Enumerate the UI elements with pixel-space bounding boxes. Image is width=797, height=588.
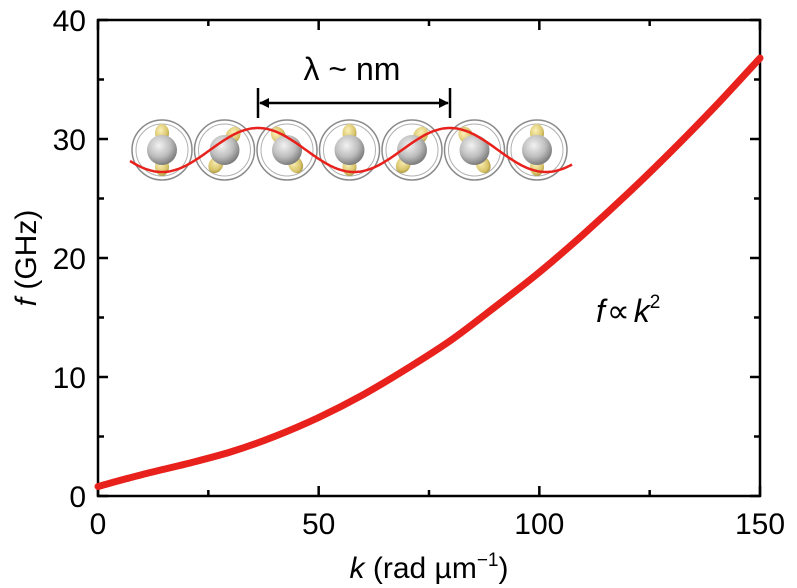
atom-sphere [334,135,365,165]
atom-sphere [522,135,552,165]
wavelength-text: ~ nm [320,51,401,87]
y-axis-label: f (GHz) [10,210,43,307]
x-axis-units: (rad µm [365,552,477,585]
precession-ring [506,119,568,181]
precession-ring-inner [385,123,439,177]
y-tick-label-10: 10 [53,362,86,395]
relation-exponent: 2 [650,292,661,313]
atom-sphere [459,135,490,165]
series-line-magnon-dispersion [94,54,764,490]
atom-sphere [147,135,177,165]
wavelength-label: λ ~ nm [304,51,401,87]
atom-sphere [272,135,302,165]
spin-wave-inset: λ ~ nm [129,51,573,181]
precession-ring [381,119,443,181]
axis-ticks [96,18,762,498]
precession-ring-inner [260,123,314,177]
x-tick-label-0: 0 [90,508,107,541]
relation-rhs: k [634,293,652,329]
relation-operator: ∝ [607,293,630,329]
wavelength-symbol: λ [304,51,320,87]
x-axis-symbol: k [350,552,367,585]
spin-site [193,119,256,181]
x-tick-label-150: 150 [735,508,785,541]
x-axis-units-close: ) [498,552,508,585]
precession-ring [256,119,318,181]
spin-wave-curve [129,126,573,174]
precession-ring [443,119,506,181]
relation-annotation: f∝ k2 [596,292,660,329]
spin-site [506,119,568,181]
precession-ring-inner [448,123,501,177]
precession-ring [318,119,381,181]
y-tick-label-0: 0 [69,481,86,514]
x-tick-labels: 0 50 100 150 [90,508,785,541]
precession-ring [193,119,256,181]
plot-frame [96,18,762,498]
x-axis-label: k (rad µm−1) [350,550,509,585]
x-axis-units-exponent: −1 [477,550,499,571]
spin-site [381,119,443,181]
y-tick-label-40: 40 [53,5,86,38]
atom-sphere [397,135,427,165]
x-tick-label-100: 100 [514,508,564,541]
y-tick-label-20: 20 [53,243,86,276]
y-tick-labels: 0 10 20 30 40 [53,5,86,514]
y-axis-symbol: f [10,295,43,306]
precession-ring [131,119,193,181]
y-axis-units: (GHz) [10,210,43,298]
y-tick-label-30: 30 [53,124,86,157]
x-tick-label-50: 50 [302,508,335,541]
precession-ring-inner [198,123,251,177]
atom-sphere [209,135,240,165]
